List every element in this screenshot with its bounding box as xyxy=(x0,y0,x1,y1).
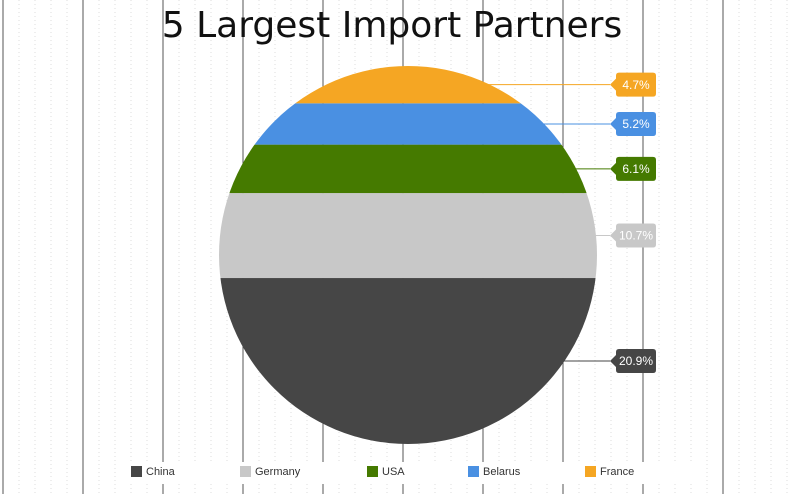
slice xyxy=(219,278,597,444)
legend-swatch xyxy=(131,466,142,477)
label-box xyxy=(610,349,656,374)
value-label: 6.1% xyxy=(622,162,650,176)
legend-label: Belarus xyxy=(483,466,521,478)
label-box xyxy=(610,72,656,97)
label-box xyxy=(610,223,656,248)
legend-label: USA xyxy=(382,466,405,478)
legend-label: France xyxy=(600,466,634,478)
legend-bg xyxy=(120,462,695,484)
legend-label: Germany xyxy=(255,466,301,478)
legend-swatch xyxy=(240,466,251,477)
legend-swatch xyxy=(468,466,479,477)
label-box xyxy=(610,156,656,181)
value-label: 10.7% xyxy=(619,229,653,243)
legend-swatch xyxy=(585,466,596,477)
legend-swatch xyxy=(367,466,378,477)
value-label: 20.9% xyxy=(619,354,653,368)
slices xyxy=(219,66,597,444)
value-label: 5.2% xyxy=(622,117,650,131)
label-box xyxy=(610,111,656,136)
slice xyxy=(219,193,597,279)
chart-title: 5 Largest Import Partners xyxy=(162,5,622,46)
value-label: 4.7% xyxy=(622,78,650,92)
legend-label: China xyxy=(146,466,176,478)
slice xyxy=(219,144,597,194)
